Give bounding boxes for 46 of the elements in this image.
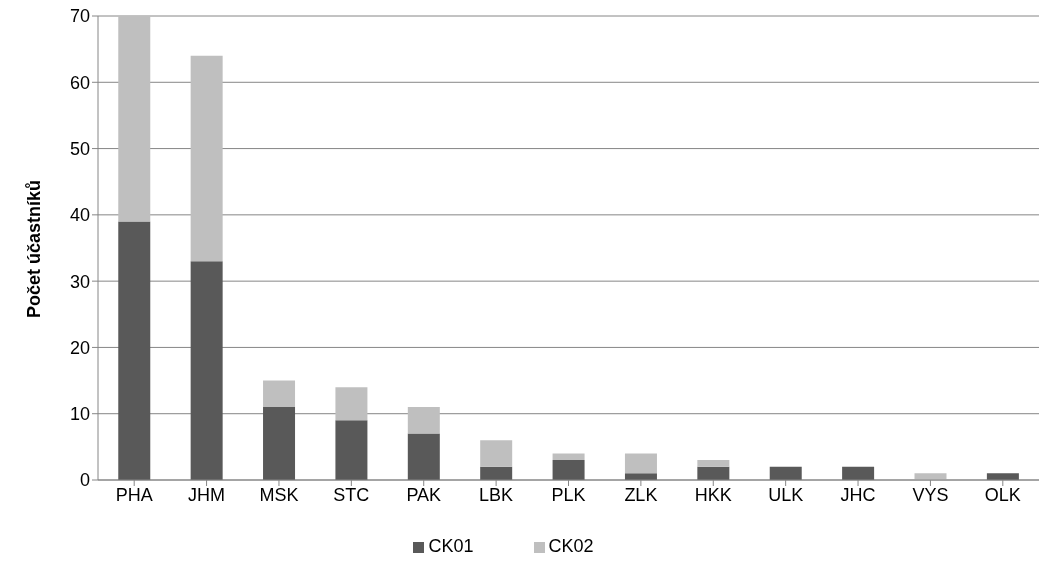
y-axis-title: Počet účastníků: [24, 179, 45, 318]
bar: [335, 387, 368, 421]
bar: [697, 460, 730, 467]
x-tick-label: ULK: [768, 484, 804, 505]
y-tick-label: 20: [69, 337, 90, 358]
bar: [263, 407, 296, 480]
bar: [842, 466, 875, 480]
bar: [769, 466, 802, 480]
bar: [480, 466, 513, 480]
bar: [190, 55, 223, 262]
bar: [480, 440, 513, 467]
x-tick-label: PLK: [551, 484, 586, 505]
x-tick-label: HKK: [694, 484, 732, 505]
x-tick-label: OLK: [984, 484, 1021, 505]
bar: [335, 420, 368, 480]
bar: [552, 460, 585, 480]
bar: [263, 380, 296, 408]
y-tick-label: 30: [69, 271, 90, 292]
x-tick-label: LBK: [479, 484, 514, 505]
x-tick-label: PHA: [115, 484, 153, 505]
bar: [697, 466, 730, 480]
y-tick-label: 10: [69, 404, 90, 425]
x-tick-label: STC: [333, 484, 370, 505]
legend-label: CK02: [548, 536, 594, 556]
x-tick-label: MSK: [259, 484, 299, 505]
bar: [118, 16, 151, 222]
bar: [986, 473, 1019, 480]
y-tick-label: 60: [69, 72, 90, 93]
bar: [407, 407, 440, 434]
y-tick-label: 40: [69, 205, 90, 226]
bar: [624, 473, 657, 480]
x-tick-label: VYS: [912, 484, 949, 505]
x-tick-label: JHC: [840, 484, 876, 505]
legend-label: CK01: [428, 536, 474, 556]
x-tick-label: ZLK: [624, 484, 658, 505]
bar: [118, 221, 151, 480]
bar: [407, 433, 440, 480]
x-tick-label: PAK: [406, 484, 442, 505]
bar: [914, 473, 947, 480]
bar: [552, 453, 585, 461]
bar: [624, 453, 657, 474]
y-tick-label: 50: [69, 138, 90, 159]
x-tick-label: JHM: [188, 484, 226, 505]
y-tick-label: 0: [79, 470, 90, 491]
y-tick-label: 70: [69, 6, 90, 27]
bar: [190, 261, 223, 480]
